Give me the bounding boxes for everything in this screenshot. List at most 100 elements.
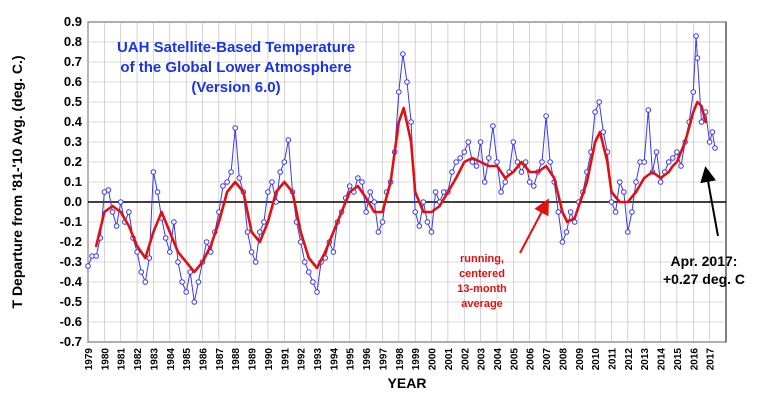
x-tick-label: 1981: [117, 348, 128, 371]
monthly-data-point: [281, 159, 288, 165]
monthly-data-point: [126, 209, 132, 215]
y-tick-label: -0.2: [60, 234, 82, 249]
monthly-data-point: [481, 179, 488, 185]
monthly-data-point: [633, 179, 639, 185]
x-tick-label: 2013: [640, 348, 651, 371]
monthly-data-point: [257, 229, 263, 235]
monthly-data-point: [465, 139, 472, 145]
monthly-data-point: [359, 179, 365, 185]
monthly-data-point: [424, 219, 431, 225]
monthly-data-point: [404, 79, 410, 85]
y-tick-label: 0.6: [64, 74, 82, 89]
x-tick-label: 1997: [378, 348, 389, 371]
monthly-data-point: [371, 199, 378, 205]
running-average-line: [94, 100, 707, 274]
chart-title-line-1: UAH Satellite-Based Temperature: [117, 39, 355, 56]
monthly-data-point: [645, 107, 652, 113]
monthly-data-point: [412, 209, 419, 215]
y-tick-labels: 0.9 0.8 0.7 0.6 0.5 0.4 0.3 0.2 0.1 0.0 -0.1 -0.2 -0…: [60, 14, 83, 349]
monthly-data-point: [678, 163, 684, 169]
y-tick-label: -0.7: [60, 334, 82, 349]
y-tick-label: 0.0: [64, 194, 82, 209]
monthly-data-point: [379, 219, 386, 225]
monthly-data-point: [195, 279, 202, 285]
x-tick-label: 2002: [460, 348, 471, 371]
monthly-data-point: [150, 169, 157, 175]
monthly-data-point: [285, 137, 292, 143]
monthly-data-point: [629, 209, 635, 215]
monthly-data-point: [477, 139, 484, 145]
monthly-data-point: [367, 189, 374, 195]
monthly-data-point: [502, 179, 509, 185]
monthly-data-point: [109, 209, 116, 215]
running-label-line-1: running,: [460, 253, 504, 265]
monthly-data-point: [571, 219, 578, 225]
running-label-line-2: centered: [459, 268, 505, 280]
monthly-data-point: [612, 209, 619, 215]
x-tick-label: 2006: [526, 348, 537, 371]
monthly-series-line: [87, 35, 716, 303]
x-tick-label: 1985: [182, 348, 193, 371]
monthly-data-point: [117, 199, 124, 205]
monthly-data-point: [490, 123, 496, 129]
monthly-data-point: [154, 189, 161, 195]
x-tick-label: 1994: [329, 348, 340, 371]
running-average-series: [94, 100, 707, 274]
monthly-data-point: [146, 255, 153, 261]
monthly-data-point: [252, 259, 259, 265]
y-tick-label: 0.9: [64, 14, 82, 29]
chart-title-line-3: (Version 6.0): [191, 79, 280, 96]
monthly-data-point: [526, 179, 533, 185]
monthly-data-point: [641, 159, 648, 165]
monthly-data-point: [183, 289, 189, 295]
chart-title-line-2: of the Global Lower Atmosphere: [120, 59, 351, 76]
callout-line-2: +0.27 deg. C: [663, 271, 745, 287]
x-axis-label: YEAR: [388, 375, 427, 391]
monthly-data-point: [416, 223, 423, 229]
x-tick-label: 1982: [133, 348, 144, 371]
y-tick-label: 0.2: [64, 154, 82, 169]
monthly-data-point: [346, 183, 353, 189]
x-tick-label: 1993: [313, 348, 324, 371]
monthly-data-point: [310, 279, 316, 285]
callout-arrow: [700, 166, 719, 237]
monthly-data-point: [693, 33, 699, 39]
monthly-data-point: [228, 169, 234, 175]
monthly-data-point: [167, 249, 173, 255]
y-tick-label: -0.5: [60, 294, 82, 309]
monthly-data-point: [138, 269, 144, 275]
monthly-data-point: [547, 159, 553, 165]
y-axis-label: T Departure from '81-'10 Avg. (deg. C.): [9, 56, 25, 309]
monthly-data-point: [453, 159, 459, 165]
x-tick-label: 1988: [231, 348, 242, 371]
monthly-data-point: [712, 145, 718, 151]
x-tick-labels: 1979 1980 1981 1982 1983 1984 1985 1986 1987 1988…: [84, 348, 717, 371]
x-tick-label: 1991: [280, 348, 291, 371]
monthly-data-point: [498, 189, 504, 195]
monthly-data-point: [179, 279, 185, 285]
y-tick-label: -0.6: [60, 314, 82, 329]
monthly-data-point: [330, 249, 337, 255]
monthly-data-point: [302, 259, 308, 265]
monthly-data-point: [203, 239, 210, 245]
x-tick-label: 1996: [362, 348, 373, 371]
monthly-data-point: [539, 159, 545, 165]
monthly-data-point: [709, 129, 716, 135]
monthly-data-point: [261, 219, 267, 225]
y-tick-label: 0.3: [64, 134, 82, 149]
monthly-data-point: [420, 199, 427, 205]
y-tick-label: 0.4: [64, 114, 83, 129]
monthly-data-point: [494, 159, 500, 165]
x-tick-label: 2016: [689, 348, 700, 371]
monthly-data-point: [428, 229, 435, 235]
monthly-data-point: [698, 119, 705, 125]
monthly-data-point: [486, 155, 492, 161]
monthly-data-point: [567, 209, 574, 215]
y-tick-label: 0.7: [64, 54, 82, 69]
x-tick-label: 1986: [199, 348, 210, 371]
monthly-data-point: [105, 187, 112, 193]
y-tick-label: -0.4: [60, 274, 83, 289]
monthly-data-point: [400, 51, 406, 57]
monthly-data-point: [232, 125, 238, 131]
